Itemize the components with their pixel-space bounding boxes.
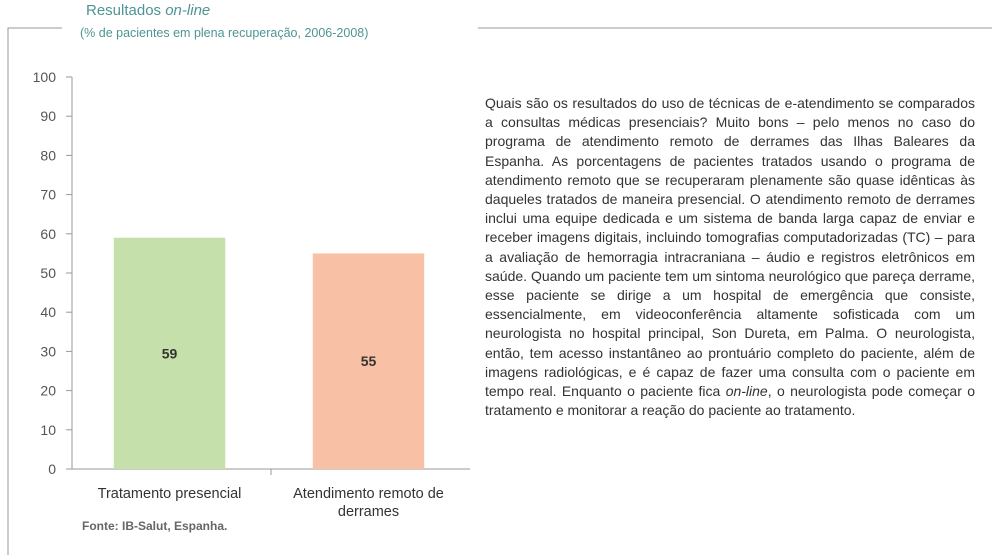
title-italic: on-line	[165, 2, 211, 19]
y-tick-label: 60	[40, 226, 56, 242]
text-part: , o neurologista pode começar o tratamen…	[485, 383, 976, 419]
y-tick-label: 10	[40, 422, 56, 438]
y-tick-label: 50	[40, 265, 56, 281]
title-part: Resultados	[86, 2, 162, 19]
x-tick-label: Tratamento presencial	[97, 486, 242, 502]
body-text: Quais são os resultados do uso de técnic…	[485, 94, 975, 420]
chart-subtitle: (% de pacientes em plena recuperação, 20…	[80, 26, 369, 40]
frame	[7, 27, 992, 555]
value-label: 55	[361, 353, 377, 369]
text-italic: on-line	[725, 383, 768, 400]
y-tick-label: 80	[40, 147, 56, 163]
y-tick-label: 40	[40, 304, 56, 320]
source: Fonte: IB-Salut, Espanha.	[82, 519, 228, 533]
bar	[312, 253, 425, 469]
y-tick-label: 90	[40, 108, 56, 124]
text-part: Quais são os resultados do uso de técnic…	[485, 95, 975, 400]
bar	[113, 237, 226, 469]
y-tick-label: 100	[33, 69, 57, 85]
chart-title: Resultados on-line	[86, 2, 210, 19]
y-tick-label: 70	[40, 187, 56, 203]
x-tick-label: Atendimento remoto de derrames	[293, 486, 444, 520]
y-tick-label: 20	[40, 383, 56, 399]
y-tick-label: 0	[48, 461, 56, 477]
value-label: 59	[162, 345, 178, 361]
y-tick-label: 30	[40, 343, 56, 359]
